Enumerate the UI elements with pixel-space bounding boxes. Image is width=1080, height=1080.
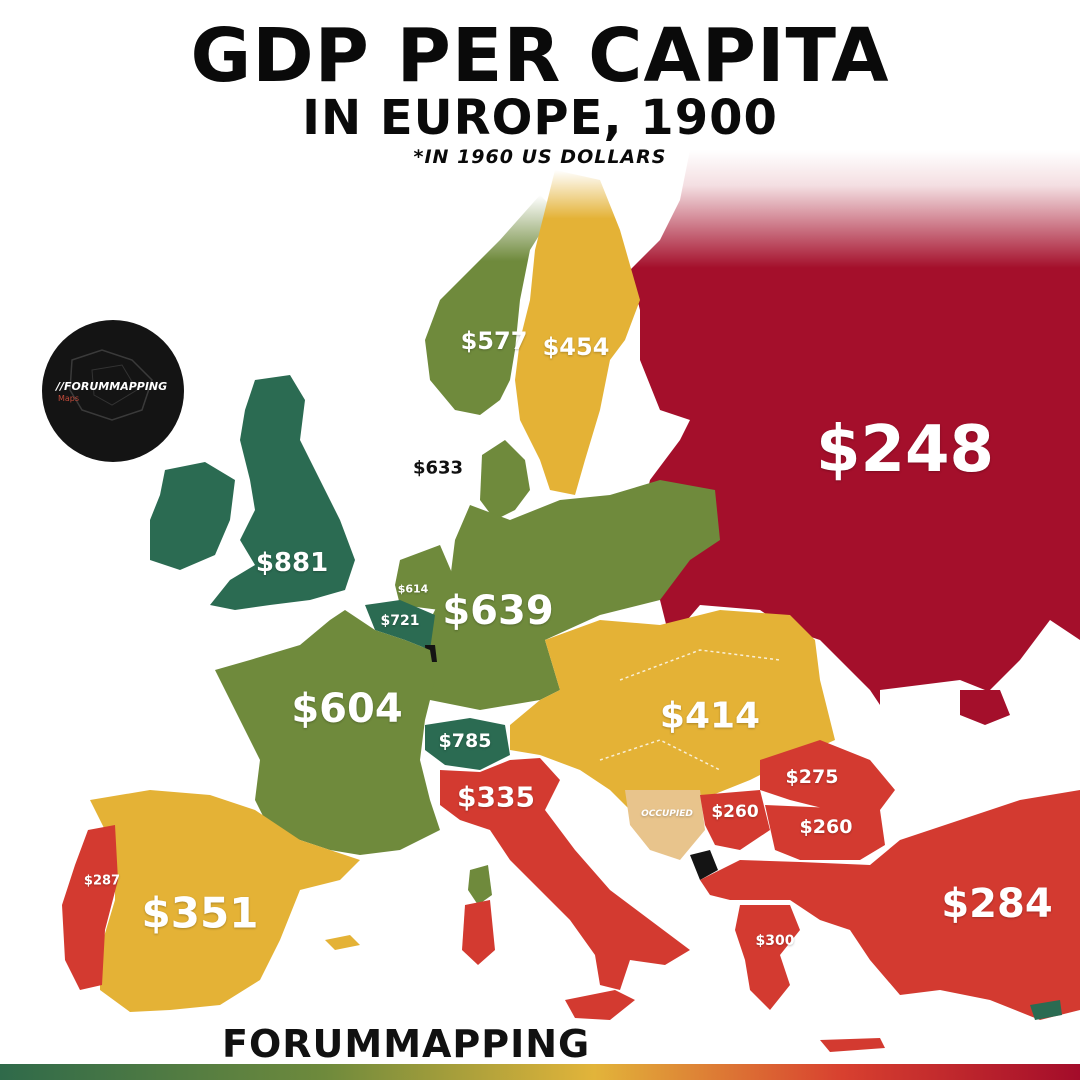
label-uk: $881 <box>255 548 329 578</box>
label-france: $604 <box>291 686 403 732</box>
label-greece: $300 <box>755 933 795 949</box>
label-switzerland: $785 <box>438 730 492 752</box>
region-crete <box>820 1038 885 1052</box>
region-uk <box>210 375 355 610</box>
label-romania: $275 <box>785 766 839 788</box>
region-bulgaria <box>765 805 885 860</box>
title-note: *IN 1960 US DOLLARS <box>413 146 667 168</box>
region-bosnia <box>625 790 705 860</box>
label-denmark: $633 <box>412 457 464 479</box>
region-ottoman <box>700 790 1080 1020</box>
region-ireland <box>150 462 235 570</box>
region-netherlands <box>395 545 455 610</box>
logo-text: //FORUMMAPPING <box>56 380 168 393</box>
label-spain: $351 <box>141 888 259 938</box>
region-spain <box>90 790 360 1012</box>
label-italy: $335 <box>457 780 535 814</box>
label-serbia: $260 <box>711 802 759 822</box>
label-bosnia-occupied: OCCUPIED <box>641 809 693 819</box>
label-bulgaria: $260 <box>799 816 853 838</box>
region-sicily <box>565 990 635 1020</box>
region-sardinia <box>462 900 495 965</box>
borders <box>599 649 781 771</box>
region-portugal <box>62 825 118 990</box>
region-crimea <box>960 690 1010 725</box>
logo-subtext: Maps <box>58 394 80 403</box>
label-ottoman: $284 <box>941 881 1053 927</box>
region-romania <box>760 740 895 810</box>
region-corsica <box>468 865 492 905</box>
forummapping-logo: //FORUMMAPPING Maps <box>42 320 184 462</box>
region-balearics <box>325 935 360 950</box>
label-russia: $248 <box>815 413 995 487</box>
region-russia <box>630 150 1080 740</box>
color-scale-bar <box>0 1064 1080 1080</box>
label-austria-hungary: $414 <box>659 695 761 737</box>
region-norway <box>425 195 555 415</box>
logo-map-outline-icon <box>69 349 153 421</box>
footer-brand: FORUMMAPPING <box>222 1022 591 1066</box>
title-sub: IN EUROPE, 1900 <box>302 90 778 146</box>
region-greece <box>735 905 800 1010</box>
region-montenegro <box>690 850 718 880</box>
label-netherlands: $614 <box>397 582 429 596</box>
region-cyprus <box>1030 1000 1062 1020</box>
region-italy <box>440 758 690 990</box>
region-france <box>215 610 440 855</box>
label-sweden: $454 <box>542 333 610 361</box>
label-germany: $639 <box>442 588 554 634</box>
label-belgium: $721 <box>380 613 420 629</box>
region-serbia <box>700 790 770 850</box>
region-germany <box>420 480 720 710</box>
region-switzerland <box>425 718 510 770</box>
label-portugal: $287 <box>83 873 121 889</box>
region-belgium <box>365 600 435 650</box>
region-sweden <box>515 170 640 495</box>
title-main: GDP PER CAPITA <box>190 13 890 99</box>
region-austria-hungary <box>510 610 835 830</box>
region-denmark <box>480 440 530 520</box>
label-norway: $577 <box>460 327 528 355</box>
